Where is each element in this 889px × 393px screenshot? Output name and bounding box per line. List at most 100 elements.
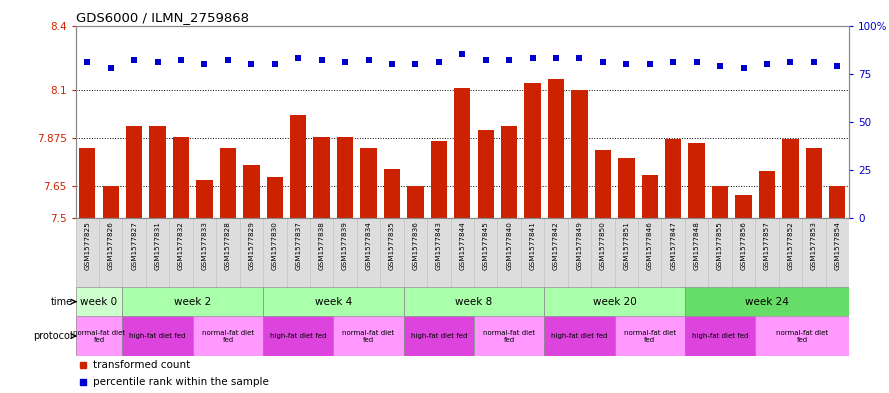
Text: GSM1577838: GSM1577838 [318, 222, 324, 270]
Text: GSM1577846: GSM1577846 [647, 222, 653, 270]
Text: GSM1577856: GSM1577856 [741, 222, 747, 270]
Bar [544, 287, 685, 316]
Text: GSM1577853: GSM1577853 [811, 222, 817, 270]
Bar [172, 137, 189, 218]
Text: GSM1577834: GSM1577834 [365, 222, 372, 270]
Bar [102, 186, 119, 218]
Bar [244, 165, 260, 218]
Text: protocol: protocol [34, 331, 73, 341]
Bar [572, 90, 588, 218]
Bar [404, 316, 474, 356]
Text: GSM1577851: GSM1577851 [623, 222, 629, 270]
Text: week 4: week 4 [315, 297, 352, 307]
Bar [477, 130, 494, 218]
Text: GSM1577830: GSM1577830 [272, 222, 277, 270]
Bar [685, 316, 756, 356]
Text: high-fat diet fed: high-fat diet fed [692, 333, 749, 339]
Bar [267, 178, 283, 218]
Bar [76, 316, 123, 356]
Text: high-fat diet fed: high-fat diet fed [411, 333, 467, 339]
Bar [193, 316, 263, 356]
Text: high-fat diet fed: high-fat diet fed [551, 333, 608, 339]
Text: GSM1577850: GSM1577850 [600, 222, 606, 270]
Bar [430, 141, 447, 218]
Text: GSM1577857: GSM1577857 [764, 222, 770, 270]
Bar [595, 150, 611, 218]
Text: GSM1577833: GSM1577833 [202, 222, 207, 270]
Bar [756, 316, 849, 356]
Text: GSM1577848: GSM1577848 [693, 222, 700, 270]
Text: week 24: week 24 [745, 297, 789, 307]
Text: week 20: week 20 [593, 297, 637, 307]
Bar [712, 186, 728, 218]
Bar [384, 169, 400, 218]
Bar [759, 171, 775, 218]
Bar [360, 147, 377, 218]
Text: GSM1577844: GSM1577844 [460, 222, 465, 270]
Text: GSM1577855: GSM1577855 [717, 222, 723, 270]
Bar [688, 143, 705, 218]
Text: GSM1577836: GSM1577836 [412, 222, 419, 270]
Text: GSM1577827: GSM1577827 [132, 222, 137, 270]
Text: GSM1577852: GSM1577852 [788, 222, 793, 270]
Bar [735, 195, 752, 218]
Bar [263, 287, 404, 316]
Text: normal-fat diet
fed: normal-fat diet fed [202, 329, 254, 343]
Text: high-fat diet fed: high-fat diet fed [270, 333, 326, 339]
Text: normal-fat diet
fed: normal-fat diet fed [624, 329, 676, 343]
Bar [337, 137, 353, 218]
Text: GSM1577828: GSM1577828 [225, 222, 231, 270]
Bar [618, 158, 635, 218]
Bar [642, 175, 658, 218]
Bar [126, 126, 142, 218]
Text: GSM1577835: GSM1577835 [389, 222, 395, 270]
Bar [220, 147, 236, 218]
Text: normal-fat diet
fed: normal-fat diet fed [342, 329, 395, 343]
Text: GSM1577831: GSM1577831 [155, 222, 161, 270]
Bar [149, 126, 166, 218]
Bar [474, 316, 544, 356]
Bar [263, 316, 333, 356]
Text: GSM1577832: GSM1577832 [178, 222, 184, 270]
Bar [544, 316, 614, 356]
Bar [805, 147, 822, 218]
Bar [407, 186, 424, 218]
Bar [123, 316, 193, 356]
Text: transformed count: transformed count [92, 360, 190, 370]
Bar [614, 316, 685, 356]
Bar [123, 287, 263, 316]
Bar [454, 88, 470, 218]
Bar [685, 287, 849, 316]
Text: GSM1577842: GSM1577842 [553, 222, 559, 270]
Text: week 2: week 2 [174, 297, 212, 307]
Text: percentile rank within the sample: percentile rank within the sample [92, 377, 268, 387]
Text: GSM1577849: GSM1577849 [576, 222, 582, 270]
Bar [782, 139, 798, 218]
Bar [290, 116, 307, 218]
Text: GSM1577829: GSM1577829 [248, 222, 254, 270]
Text: GSM1577845: GSM1577845 [483, 222, 489, 270]
Text: GSM1577840: GSM1577840 [506, 222, 512, 270]
Text: week 8: week 8 [455, 297, 493, 307]
Text: GDS6000 / ILMN_2759868: GDS6000 / ILMN_2759868 [76, 11, 249, 24]
Text: time: time [52, 297, 73, 307]
Bar [333, 316, 404, 356]
Text: normal-fat diet
fed: normal-fat diet fed [776, 329, 829, 343]
Bar [548, 79, 565, 218]
Bar [404, 287, 544, 316]
Bar [501, 126, 517, 218]
Text: GSM1577825: GSM1577825 [84, 222, 91, 270]
Text: normal-fat diet
fed: normal-fat diet fed [73, 329, 125, 343]
Bar [196, 180, 212, 218]
Text: GSM1577837: GSM1577837 [295, 222, 301, 270]
Bar [525, 83, 541, 218]
Text: GSM1577847: GSM1577847 [670, 222, 677, 270]
Text: GSM1577854: GSM1577854 [834, 222, 840, 270]
Text: high-fat diet fed: high-fat diet fed [130, 333, 186, 339]
Bar [829, 186, 845, 218]
Text: GSM1577843: GSM1577843 [436, 222, 442, 270]
Text: GSM1577841: GSM1577841 [530, 222, 535, 270]
Bar [79, 147, 95, 218]
Text: normal-fat diet
fed: normal-fat diet fed [483, 329, 535, 343]
Text: GSM1577839: GSM1577839 [342, 222, 348, 270]
